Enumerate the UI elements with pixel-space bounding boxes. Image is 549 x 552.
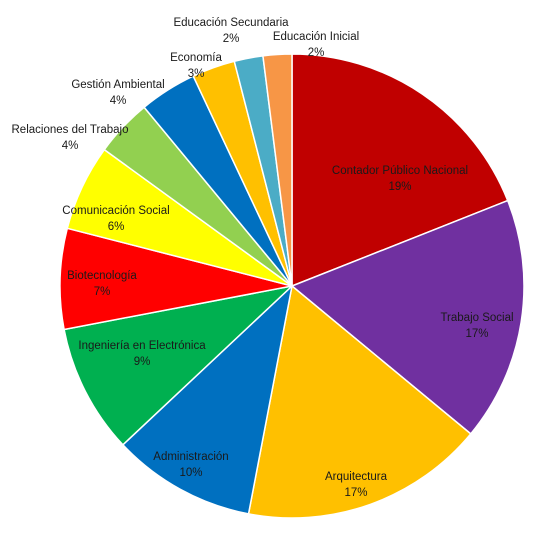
slice-value-label-4: 10% [179, 467, 202, 479]
pie-slice-12 [262, 53, 293, 287]
slice-value-label-6: 7% [94, 286, 111, 298]
slice-label-6: Biotecnología [67, 270, 137, 282]
slice-label-8: Relaciones del Trabajo [12, 124, 129, 136]
slice-label-7: Comunicación Social [62, 205, 169, 217]
slice-label-2: Trabajo Social [440, 312, 513, 324]
slice-value-label-5: 9% [134, 356, 151, 368]
slice-label-3: Arquitectura [325, 471, 388, 483]
slice-label-1: Contador Público Nacional [332, 165, 468, 177]
slice-value-label-1: 19% [388, 181, 411, 193]
slice-value-label-9: 4% [110, 95, 127, 107]
slice-value-label-7: 6% [108, 221, 125, 233]
slice-label-9: Gestión Ambiental [71, 79, 164, 91]
pie-slice-6 [59, 227, 293, 331]
slice-label-10: Economía [170, 52, 222, 64]
pie-slice-4 [122, 285, 293, 515]
pie-slice-5 [63, 285, 293, 446]
slice-label-4: Administración [153, 451, 228, 463]
slice-value-label-11: 2% [223, 33, 240, 45]
pie-slice-1 [291, 53, 509, 287]
pie-slice-2 [291, 199, 525, 435]
pie-slice-3 [247, 285, 472, 519]
slice-value-label-12: 2% [308, 47, 325, 59]
slice-label-5: Ingeniería en Electrónica [78, 340, 206, 352]
slice-value-label-2: 17% [465, 328, 488, 340]
slice-value-label-8: 4% [62, 140, 79, 152]
pie-labels: Contador Público Nacional 19% Trabajo Soci… [12, 17, 514, 499]
pie-slices [59, 53, 525, 519]
slice-value-label-10: 3% [188, 68, 205, 80]
slice-label-12: Educación Inicial [273, 31, 359, 43]
slice-value-label-3: 17% [344, 487, 367, 499]
slice-label-11: Educación Secundaria [173, 17, 289, 29]
